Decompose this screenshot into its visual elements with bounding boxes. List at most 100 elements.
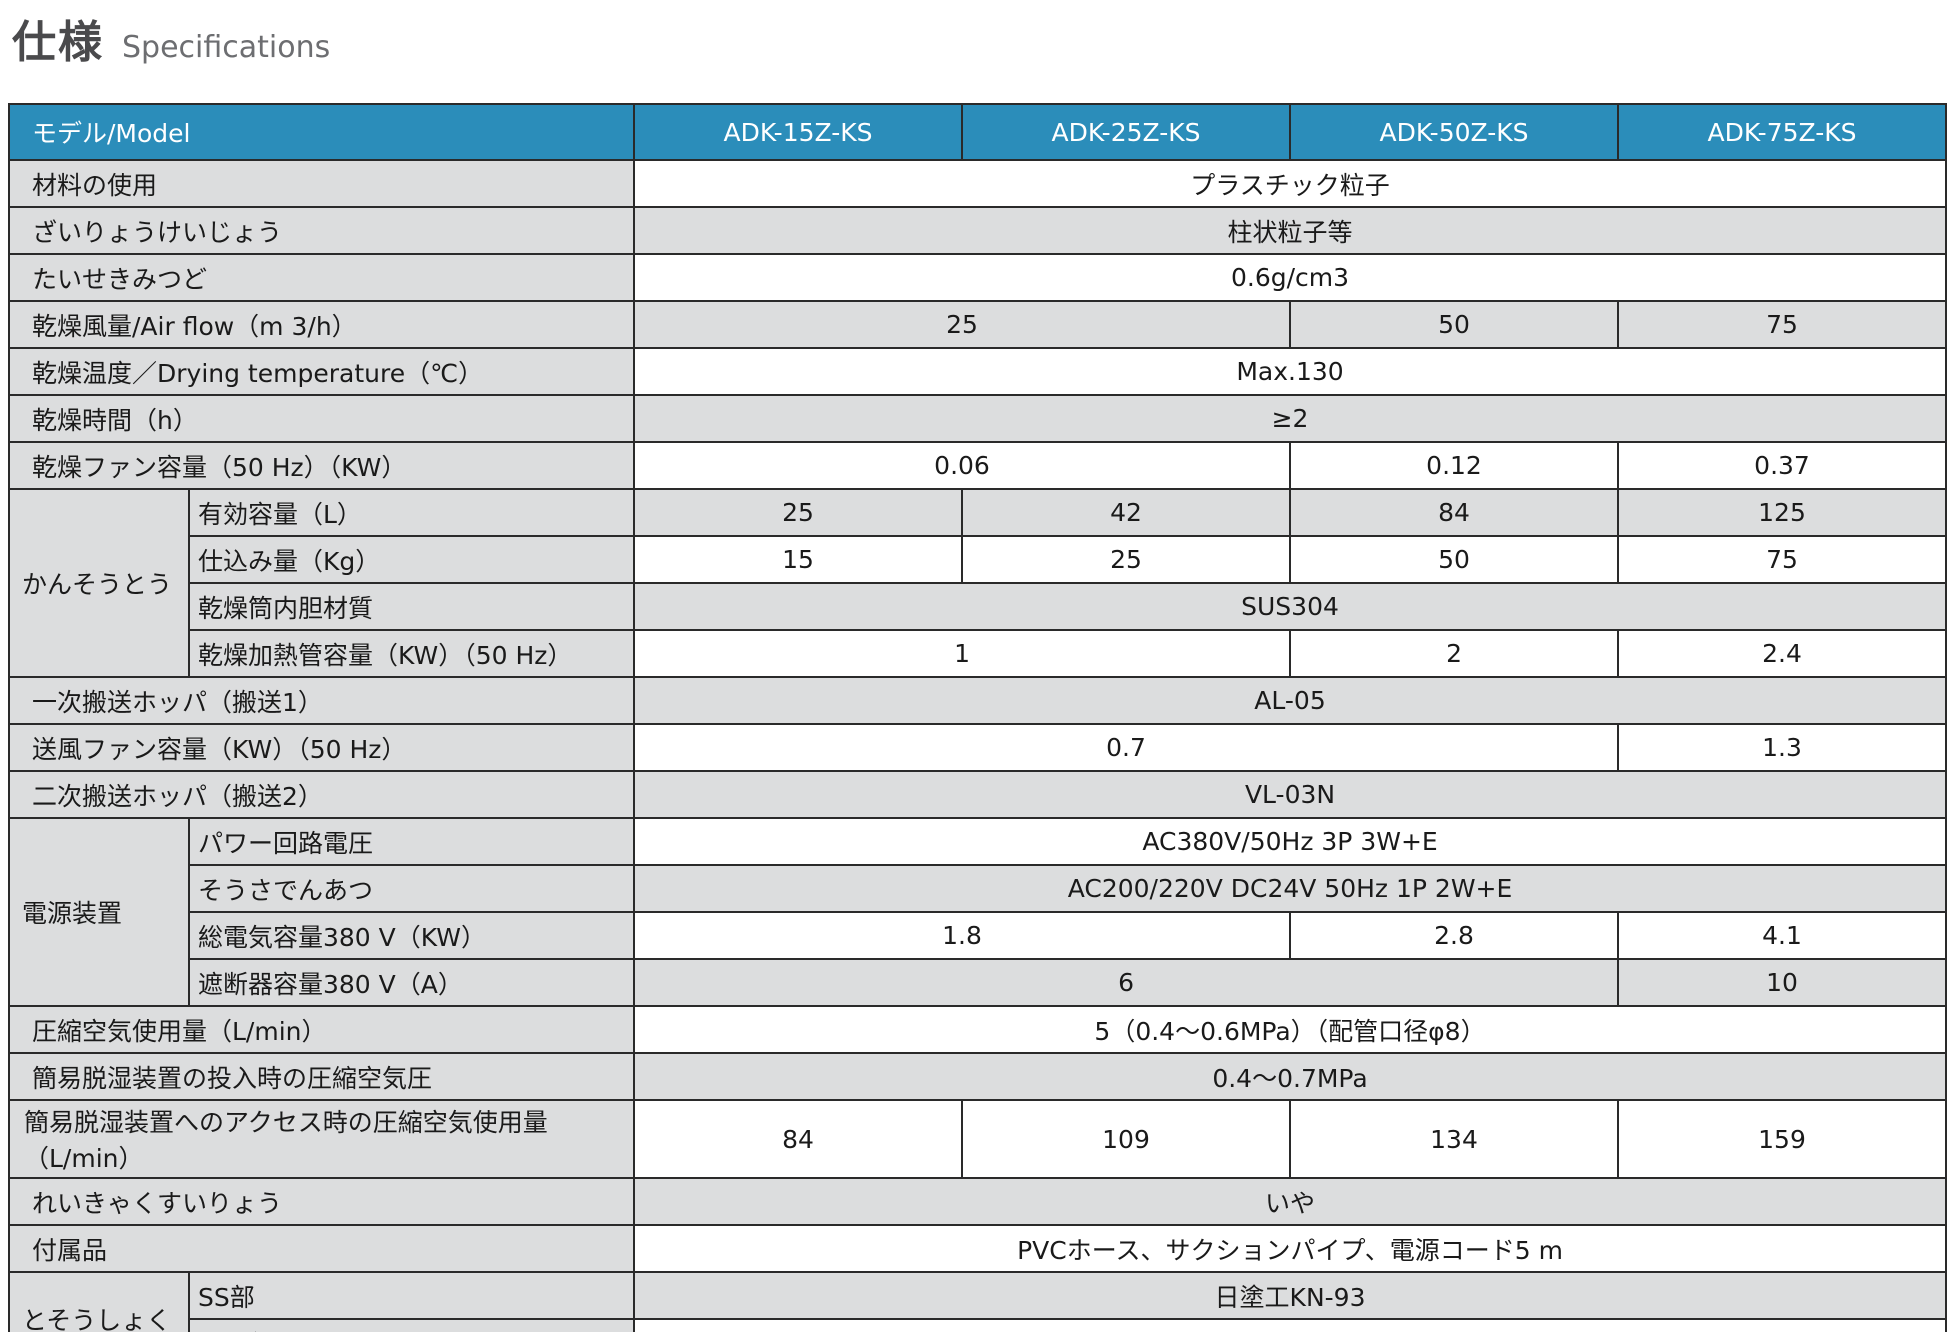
label-cell: 簡易脱湿装置へのアクセス時の圧縮空気使用量（L/min） bbox=[7, 1099, 636, 1179]
label-cell: 圧縮空気使用量（L/min） bbox=[7, 1005, 636, 1054]
row-dehumid-airflow: 簡易脱湿装置へのアクセス時の圧縮空気使用量（L/min） 84 109 134 … bbox=[7, 1099, 1948, 1179]
value-cell: ≥2 bbox=[633, 394, 1948, 443]
page-title: 仕様 Specifications bbox=[12, 6, 330, 70]
value-cell: いや bbox=[633, 1177, 1948, 1226]
row-total-electric-capacity: 総電気容量380 V（KW） 1.8 2.8 4.1 bbox=[9, 911, 1948, 960]
row-secondary-hopper: 二次搬送ホッパ（搬送2） VL-03N bbox=[7, 770, 1948, 819]
page-title-jp: 仕様 bbox=[12, 17, 104, 68]
row-cooling-water: れいきゃくすいりょう いや bbox=[7, 1177, 1948, 1226]
value-cell: 4.1 bbox=[1617, 911, 1948, 960]
value-cell: 2.4 bbox=[1617, 629, 1948, 678]
value-cell: 84 bbox=[1289, 488, 1620, 537]
value-cell: AC200/220V DC24V 50Hz 1P 2W+E bbox=[633, 864, 1948, 913]
value-cell: 0.7 bbox=[633, 723, 1620, 772]
row-drying-fan: 乾燥ファン容量（50 Hz）（KW） 0.06 0.12 0.37 bbox=[7, 441, 1948, 490]
label-cell: 乾燥風量/Air flow（m 3/h） bbox=[7, 300, 636, 349]
label-cell: れいきゃくすいりょう bbox=[7, 1177, 636, 1226]
value-cell: 50 bbox=[1289, 300, 1620, 349]
value-cell: AC380V/50Hz 3P 3W+E bbox=[633, 817, 1948, 866]
value-cell: 6 bbox=[633, 958, 1620, 1007]
row-drum-effective-capacity: かんそうとう 有効容量（L） 25 42 84 1 25 bbox=[8, 488, 1948, 678]
row-accessories: 付属品 PVCホース、サクションパイプ、電源コード5 m bbox=[7, 1224, 1948, 1273]
label-cell: 付属品 bbox=[7, 1224, 636, 1273]
row-drum-inner-material: 乾燥筒内胆材質 SUS304 bbox=[9, 582, 1948, 631]
value-cell: 2.8 bbox=[1289, 911, 1620, 960]
value-cell: 0.12 bbox=[1289, 441, 1620, 490]
value-cell: 109 bbox=[961, 1099, 1292, 1179]
value-cell: なし bbox=[633, 1318, 1948, 1332]
row-primary-hopper: 一次搬送ホッパ（搬送1） AL-05 bbox=[7, 676, 1948, 725]
row-bulk-density: たいせきみつど 0.6g/cm3 bbox=[7, 253, 1948, 302]
group-label-power: 電源装置 bbox=[8, 817, 190, 1007]
model-header-cell: モデル/Model bbox=[7, 103, 636, 161]
sub-label-cell: 総電気容量380 V（KW） bbox=[187, 911, 636, 960]
row-coating-ss: とそうしょく SS部 日塗工KN-93 bbox=[8, 1271, 1948, 1332]
model-adk-25z-header: ADK-25Z-KS bbox=[961, 103, 1292, 161]
value-cell: 10 bbox=[1617, 958, 1948, 1007]
value-cell: 50 bbox=[1289, 535, 1620, 584]
row-compressed-air: 圧縮空気使用量（L/min） 5（0.4〜0.6MPa）（配管口径φ8） bbox=[7, 1005, 1948, 1054]
label-cell: 乾燥温度／Drying temperature（℃） bbox=[7, 347, 636, 396]
label-cell: ざいりょうけいじょう bbox=[7, 206, 636, 255]
sub-label-cell: そうさでんあつ bbox=[187, 864, 636, 913]
value-cell: 75 bbox=[1617, 300, 1948, 349]
value-cell: 5（0.4〜0.6MPa）（配管口径φ8） bbox=[633, 1005, 1948, 1054]
label-cell: 二次搬送ホッパ（搬送2） bbox=[7, 770, 636, 819]
value-cell: 75 bbox=[1617, 535, 1948, 584]
value-cell: 159 bbox=[1617, 1099, 1948, 1179]
value-cell: 15 bbox=[633, 535, 964, 584]
value-cell: 0.4〜0.7MPa bbox=[633, 1052, 1948, 1101]
value-cell: 1.3 bbox=[1617, 723, 1948, 772]
page-title-en: Specifications bbox=[122, 30, 331, 65]
value-cell: 柱状粒子等 bbox=[633, 206, 1948, 255]
row-breaker-capacity: 遮断器容量380 V（A） 6 10 bbox=[9, 958, 1948, 1007]
row-power-circuit-voltage: 電源装置 パワー回路電圧 AC380V/50Hz 3P 3W+E bbox=[8, 817, 1948, 1007]
label-cell: たいせきみつど bbox=[7, 253, 636, 302]
value-cell: プラスチック粒子 bbox=[633, 159, 1948, 208]
group-label-coating: とそうしょく bbox=[8, 1271, 190, 1332]
value-cell: 134 bbox=[1289, 1099, 1620, 1179]
row-dehumid-pressure: 簡易脱湿装置の投入時の圧縮空気圧 0.4〜0.7MPa bbox=[7, 1052, 1948, 1101]
row-control-voltage: そうさでんあつ AC200/220V DC24V 50Hz 1P 2W+E bbox=[9, 864, 1948, 913]
sub-label-cell: パワー回路電圧 bbox=[187, 817, 636, 866]
specifications-table: モデル/Model ADK-15Z-KS ADK-25Z-KS ADK-50Z-… bbox=[7, 103, 1948, 1332]
row-material-shape: ざいりょうけいじょう 柱状粒子等 bbox=[7, 206, 1948, 255]
group-label-drum: かんそうとう bbox=[8, 488, 190, 678]
sub-label-cell: SS部 bbox=[187, 1271, 636, 1320]
label-cell: 乾燥ファン容量（50 Hz）（KW） bbox=[7, 441, 636, 490]
row-drum-heater-capacity: 乾燥加熱管容量（KW）（50 Hz） 1 2 2.4 bbox=[9, 629, 1948, 678]
label-cell: 簡易脱湿装置の投入時の圧縮空気圧 bbox=[7, 1052, 636, 1101]
value-cell: SUS304 bbox=[633, 582, 1948, 631]
value-cell: VL-03N bbox=[633, 770, 1948, 819]
value-cell: 1.8 bbox=[633, 911, 1292, 960]
value-cell: 25 bbox=[633, 300, 1292, 349]
value-cell: Max.130 bbox=[633, 347, 1948, 396]
value-cell: 0.6g/cm3 bbox=[633, 253, 1948, 302]
sub-label-cell: 遮断器容量380 V（A） bbox=[187, 958, 636, 1007]
model-adk-15z-header: ADK-15Z-KS bbox=[633, 103, 964, 161]
value-cell: 日塗工KN-93 bbox=[633, 1271, 1948, 1320]
value-cell: 0.37 bbox=[1617, 441, 1948, 490]
row-blower-fan: 送風ファン容量（KW）（50 Hz） 0.7 1.3 bbox=[7, 723, 1948, 772]
value-cell: 0.06 bbox=[633, 441, 1292, 490]
value-cell: 42 bbox=[961, 488, 1292, 537]
sub-label-cell: SUS部 bbox=[187, 1318, 636, 1332]
value-cell: 1 bbox=[633, 629, 1292, 678]
model-adk-50z-header: ADK-50Z-KS bbox=[1289, 103, 1620, 161]
value-cell: 25 bbox=[633, 488, 964, 537]
sub-label-cell: 乾燥加熱管容量（KW）（50 Hz） bbox=[187, 629, 636, 678]
row-drum-charge-amount: 仕込み量（Kg） 15 25 50 75 bbox=[9, 535, 1948, 584]
value-cell: 2 bbox=[1289, 629, 1620, 678]
label-cell: 材料の使用 bbox=[7, 159, 636, 208]
row-drying-temp: 乾燥温度／Drying temperature（℃） Max.130 bbox=[7, 347, 1948, 396]
label-cell: 送風ファン容量（KW）（50 Hz） bbox=[7, 723, 636, 772]
value-cell: 25 bbox=[961, 535, 1292, 584]
row-air-flow: 乾燥風量/Air flow（m 3/h） 25 50 75 bbox=[7, 300, 1948, 349]
label-cell: 乾燥時間（h） bbox=[7, 394, 636, 443]
row-coating-sus: SUS部 なし bbox=[9, 1318, 1948, 1332]
sub-label-cell: 有効容量（L） bbox=[187, 488, 636, 537]
row-drying-time: 乾燥時間（h） ≥2 bbox=[7, 394, 1948, 443]
sub-label-cell: 乾燥筒内胆材質 bbox=[187, 582, 636, 631]
model-adk-75z-header: ADK-75Z-KS bbox=[1617, 103, 1948, 161]
